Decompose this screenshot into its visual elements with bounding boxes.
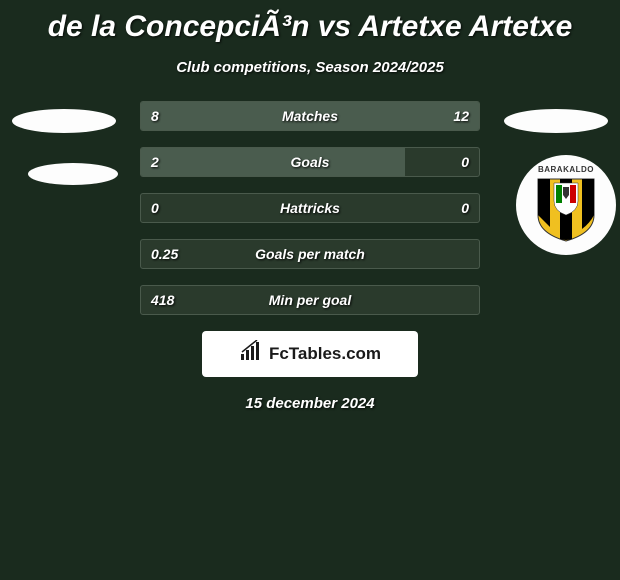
bars-group: 8 Matches 12 2 Goals 0 0 Hattricks 0 — [140, 101, 480, 315]
bar-row-goals-per-match: 0.25 Goals per match — [140, 239, 480, 269]
badge-text: BARAKALDO — [538, 165, 594, 174]
bar-row-min-per-goal: 418 Min per goal — [140, 285, 480, 315]
container: de la ConcepciÃ³n vs Artetxe Artetxe Clu… — [0, 0, 620, 412]
logo-text: FcTables.com — [269, 344, 381, 364]
bar-row-matches: 8 Matches 12 — [140, 101, 480, 131]
chart-icon — [239, 340, 263, 369]
bar-fill-left — [141, 102, 276, 130]
bar-value-right: 12 — [453, 108, 469, 124]
bar-value-right: 0 — [461, 154, 469, 170]
bar-row-hattricks: 0 Hattricks 0 — [140, 193, 480, 223]
player-left-ellipse-2 — [28, 163, 118, 185]
logo-box[interactable]: FcTables.com — [202, 331, 418, 377]
club-badge-inner: BARAKALDO — [528, 167, 604, 243]
page-title: de la ConcepciÃ³n vs Artetxe Artetxe — [10, 10, 610, 44]
bar-label: Hattricks — [280, 200, 340, 216]
subtitle: Club competitions, Season 2024/2025 — [10, 59, 610, 76]
bar-value-left: 0.25 — [151, 246, 178, 262]
bar-value-left: 2 — [151, 154, 159, 170]
bar-fill-left — [141, 148, 405, 176]
bar-value-left: 0 — [151, 200, 159, 216]
bar-value-left: 418 — [151, 292, 174, 308]
bar-row-goals: 2 Goals 0 — [140, 147, 480, 177]
stats-area: BARAKALDO 8 Matches 12 2 Goals 0 0 — [10, 101, 610, 412]
club-badge-right: BARAKALDO — [516, 155, 616, 255]
bar-value-right: 0 — [461, 200, 469, 216]
bar-value-left: 8 — [151, 108, 159, 124]
date-text: 15 december 2024 — [10, 395, 610, 412]
bar-label: Min per goal — [269, 292, 351, 308]
shield-icon — [528, 167, 604, 243]
bar-label: Matches — [282, 108, 338, 124]
bar-label: Goals per match — [255, 246, 365, 262]
bar-label: Goals — [291, 154, 330, 170]
player-right-ellipse-1 — [504, 109, 608, 133]
player-left-ellipse-1 — [12, 109, 116, 133]
